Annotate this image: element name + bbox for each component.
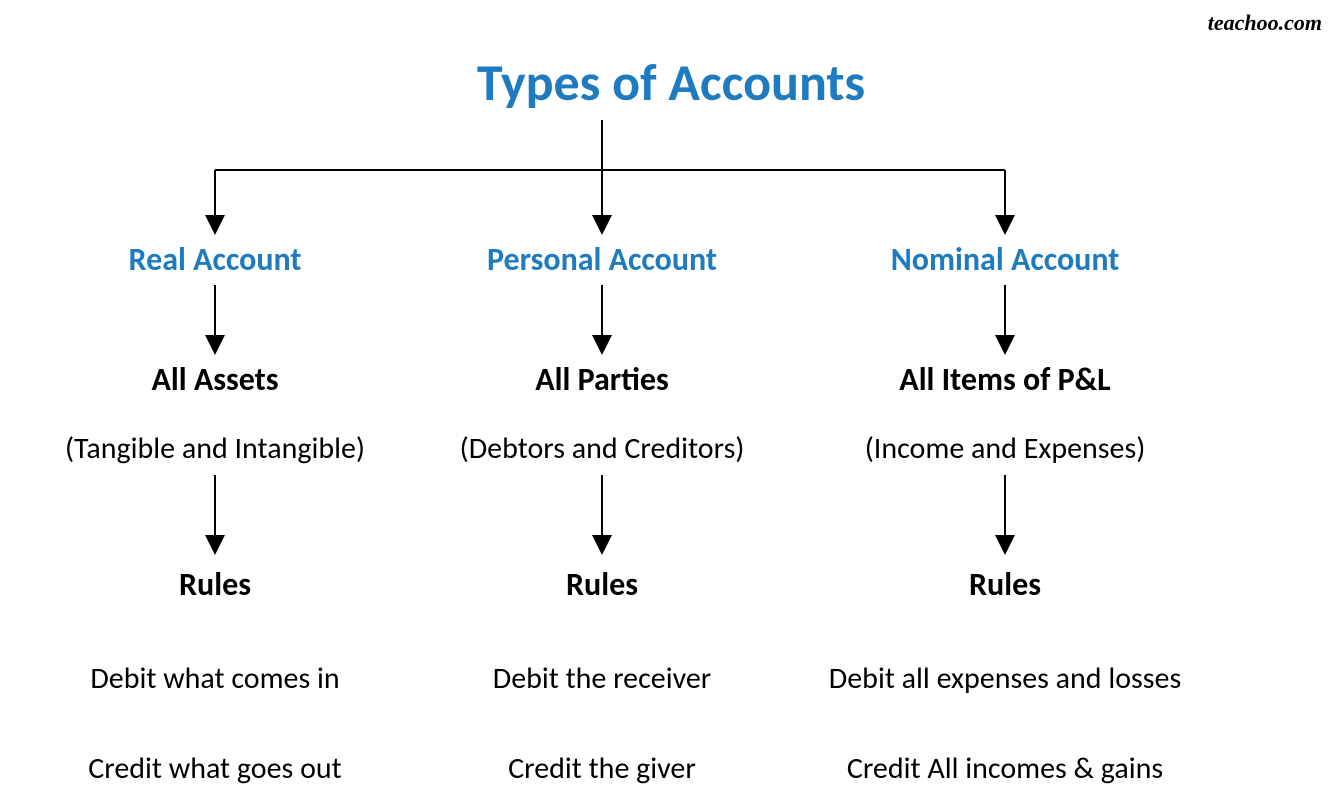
col-personal-desc: All Parties (412, 360, 792, 399)
col-nominal-rule1: Debit all expenses and losses (805, 660, 1205, 697)
col-nominal-rule2: Credit All incomes & gains (805, 750, 1205, 787)
col-real-rules-label: Rules (25, 565, 405, 604)
col-nominal-heading: Nominal Account (805, 240, 1205, 279)
col-personal-rule2: Credit the giver (412, 750, 792, 787)
col-real-paren: (Tangible and Intangible) (25, 430, 405, 467)
col-personal-rules-label: Rules (412, 565, 792, 604)
watermark: teachoo.com (1208, 10, 1322, 36)
col-real-rule1: Debit what comes in (25, 660, 405, 697)
col-personal-paren: (Debtors and Creditors) (412, 430, 792, 467)
col-real-rule2: Credit what goes out (25, 750, 405, 787)
col-nominal-rules-label: Rules (805, 565, 1205, 604)
col-nominal-paren: (Income and Expenses) (805, 430, 1205, 467)
col-personal-heading: Personal Account (412, 240, 792, 279)
col-real-desc: All Assets (25, 360, 405, 399)
diagram-title: Types of Accounts (0, 50, 1342, 114)
col-real-heading: Real Account (25, 240, 405, 279)
col-nominal-desc: All Items of P&L (805, 360, 1205, 399)
col-personal-rule1: Debit the receiver (412, 660, 792, 697)
